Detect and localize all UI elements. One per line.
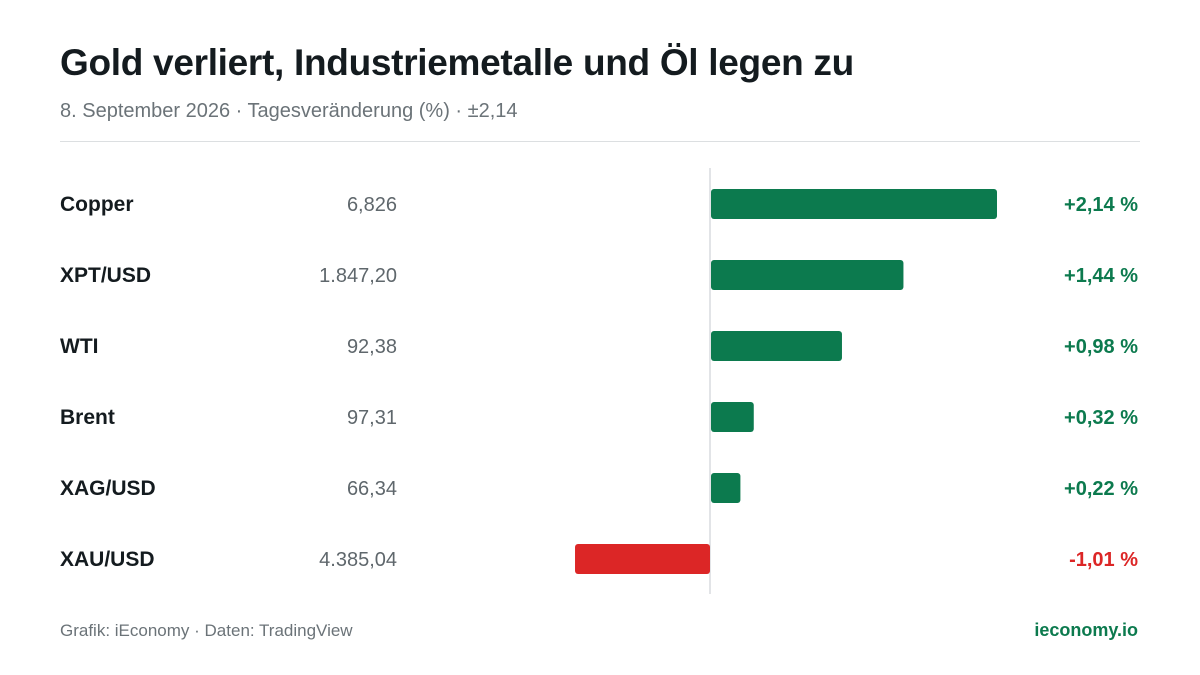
bar: [711, 189, 997, 219]
price-label: 97,31: [347, 407, 397, 429]
category-label: XPT/USD: [60, 264, 151, 287]
chart-subtitle: 8. September 2026 · Tagesveränderung (%)…: [60, 100, 518, 122]
source-credit: Grafik: iEconomy · Daten: TradingView: [60, 621, 353, 640]
category-label: Copper: [60, 193, 134, 216]
price-label: 6,826: [347, 194, 397, 216]
chart-title: Gold verliert, Industriemetalle und Öl l…: [60, 42, 854, 83]
price-label: 4.385,04: [319, 549, 397, 571]
bar: [711, 331, 842, 361]
bar: [711, 260, 904, 290]
price-label: 1.847,20: [319, 265, 397, 287]
category-label: XAU/USD: [60, 548, 155, 571]
category-label: Brent: [60, 406, 115, 429]
value-label: +0,22 %: [1064, 478, 1138, 500]
bar: [575, 544, 710, 574]
header-divider: [60, 141, 1140, 142]
category-label: WTI: [60, 335, 98, 358]
price-label: 66,34: [347, 478, 397, 500]
bar: [711, 473, 741, 503]
value-label: +2,14 %: [1064, 194, 1138, 216]
value-label: -1,01 %: [1069, 549, 1138, 571]
price-label: 92,38: [347, 336, 397, 358]
bar: [711, 402, 754, 432]
brand-link[interactable]: ieconomy.io: [1034, 620, 1138, 640]
value-label: +1,44 %: [1064, 265, 1138, 287]
category-label: XAG/USD: [60, 477, 156, 500]
value-label: +0,32 %: [1064, 407, 1138, 429]
value-label: +0,98 %: [1064, 336, 1138, 358]
